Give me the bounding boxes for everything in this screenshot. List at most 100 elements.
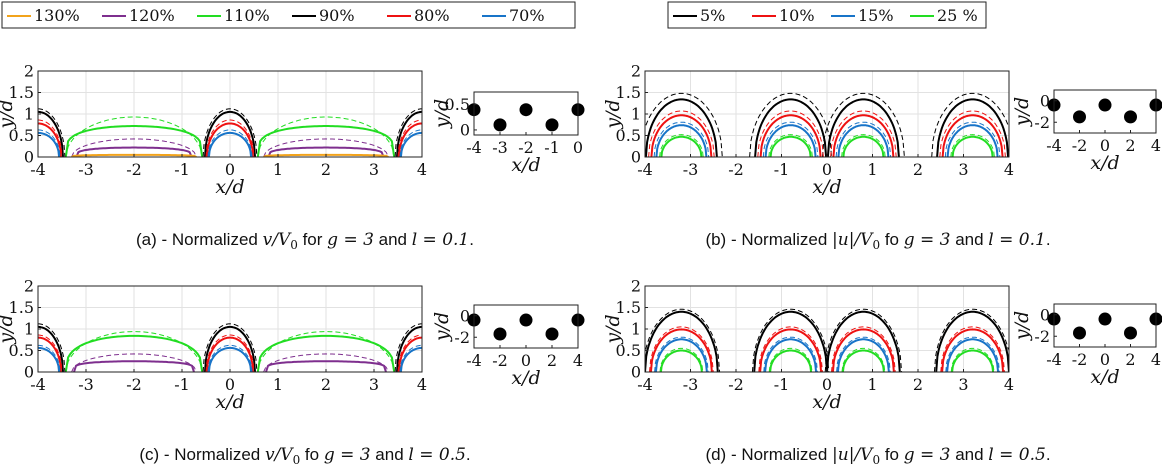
- series-line: [38, 346, 422, 372]
- series-group: [645, 308, 1009, 372]
- y-tick-label: -2: [1034, 113, 1050, 132]
- x-tick-label: -3: [683, 160, 699, 179]
- x-tick-label: -1: [174, 160, 190, 179]
- inset-c: -4 -2 0 2 4-20x/dy/d: [431, 304, 585, 389]
- series-line: [645, 310, 1009, 372]
- x-tick-label: 4: [1004, 375, 1014, 394]
- x-tick-label: 2: [913, 375, 923, 394]
- legend-label: 15%: [858, 6, 894, 25]
- chart-c: -4 -3 -2 -1 0 1 2 3 4 0 0.5 1 1.5 2 x/d y/d: [0, 277, 427, 413]
- x-tick-label: 4: [417, 160, 427, 179]
- series-line-dashed: [38, 334, 422, 372]
- legend-1: 130% 120% 110% 90% 80% 70%: [1, 1, 576, 29]
- series-line-dashed: [645, 308, 1009, 372]
- x-tick-label: -1: [774, 160, 790, 179]
- series-line: [73, 360, 387, 372]
- series-line-dashed: [649, 326, 1005, 372]
- y-tick-label: 0: [460, 306, 470, 325]
- inset-point: [1124, 110, 1137, 124]
- series-line: [650, 114, 1004, 157]
- series-line-dashed: [38, 108, 422, 157]
- x-axis-label: x/d: [1090, 152, 1119, 174]
- series-line-dashed: [653, 121, 1001, 157]
- series-line: [64, 334, 396, 372]
- x-tick-label: 0: [1100, 136, 1110, 155]
- x-tick-label: 2: [321, 160, 331, 179]
- x-tick-label: 1: [273, 375, 283, 394]
- y-tick-label: 1: [24, 320, 34, 339]
- legend-label: 130%: [34, 6, 80, 25]
- x-tick-label: 1: [867, 375, 877, 394]
- y-tick-label: 1.5: [9, 83, 34, 102]
- x-tick-label: 2: [1125, 136, 1135, 155]
- x-tick-label: 2: [1125, 350, 1135, 369]
- x-tick-label: -1: [544, 138, 560, 157]
- y-tick-label: 0: [1040, 305, 1050, 324]
- inset-point: [1098, 98, 1112, 112]
- x-tick-label: -4: [466, 138, 482, 157]
- x-tick-label: 2: [321, 375, 331, 394]
- y-axis-label: y/d: [1011, 311, 1033, 341]
- inset-point: [1124, 326, 1137, 340]
- legend-frame: [1, 1, 576, 29]
- x-tick-label: -4: [1046, 350, 1062, 369]
- y-tick-label: 0.5: [9, 126, 34, 145]
- series-group: [38, 108, 422, 157]
- series-line-dashed: [71, 138, 389, 157]
- series-line: [38, 131, 422, 157]
- y-tick-label: 1: [631, 320, 641, 339]
- inset-d: -4 -2 0 2 4-20x/dy/d: [1011, 303, 1162, 388]
- x-tick-label: 0: [1100, 350, 1110, 369]
- x-tick-label: -3: [78, 375, 94, 394]
- inset-point: [1098, 312, 1112, 326]
- x-tick-label: -2: [492, 351, 508, 370]
- legend-label: 90%: [319, 6, 355, 25]
- y-tick-label: 0: [631, 363, 641, 382]
- x-tick-label: -3: [492, 138, 508, 157]
- legend-label: 80%: [414, 6, 450, 25]
- y-axis-label: y/d: [1011, 97, 1033, 127]
- legend-2: 5% 10% 15% 25 %: [667, 1, 987, 29]
- legend-label: 5%: [700, 6, 725, 25]
- y-tick-label: 0.5: [9, 341, 34, 360]
- x-tick-label: -3: [78, 160, 94, 179]
- y-tick-label: 0: [1040, 91, 1050, 110]
- series-line: [659, 349, 995, 372]
- x-tick-label: -4: [466, 351, 482, 370]
- x-tick-label: 0: [225, 375, 235, 394]
- x-tick-label: 0: [822, 160, 832, 179]
- chart-b: -4 -3 -2 -1 0 1 2 3 4 0 0.5 1 1.5 2 x/d y/d: [602, 62, 1014, 198]
- legend-label: 120%: [129, 6, 175, 25]
- inset-point: [493, 327, 507, 341]
- inset-point: [545, 327, 559, 341]
- x-tick-label: -4: [30, 375, 46, 394]
- chart-a: -4 -3 -2 -1 0 1 2 3 4 0 0.5 1 1.5 2 x/d y/d: [0, 62, 427, 198]
- x-tick-label: 4: [1151, 350, 1161, 369]
- y-tick-label: 1: [24, 105, 34, 124]
- y-axis-label: y/d: [431, 99, 453, 129]
- x-tick-label: -2: [1072, 136, 1088, 155]
- series-group: [38, 323, 422, 372]
- x-axis-label: x/d: [812, 391, 841, 413]
- x-tick-label: 4: [1151, 136, 1161, 155]
- x-tick-label: -4: [637, 375, 653, 394]
- x-tick-label: 0: [521, 351, 531, 370]
- chart-caption: (d) - Normalized |u|/V0 fo g = 3 and l =…: [705, 445, 1050, 467]
- y-tick-label: 0: [24, 148, 34, 167]
- x-tick-label: -2: [728, 375, 744, 394]
- y-axis-label: y/d: [431, 312, 453, 342]
- y-tick-label: 2: [631, 62, 641, 81]
- x-tick-label: -2: [126, 375, 142, 394]
- x-tick-label: -4: [1046, 136, 1062, 155]
- chart-d: -4 -3 -2 -1 0 1 2 3 4 0 0.5 1 1.5 2 x/d y/d: [602, 277, 1014, 413]
- series-line: [38, 122, 422, 157]
- y-tick-label: 1.5: [616, 83, 641, 102]
- x-tick-label: -4: [30, 160, 46, 179]
- x-tick-label: 0: [573, 138, 583, 157]
- series-line-dashed: [38, 119, 422, 157]
- x-tick-label: -4: [637, 160, 653, 179]
- x-axis-label: x/d: [215, 176, 244, 198]
- y-axis-label: y/d: [0, 99, 17, 129]
- y-tick-label: 1.5: [616, 298, 641, 317]
